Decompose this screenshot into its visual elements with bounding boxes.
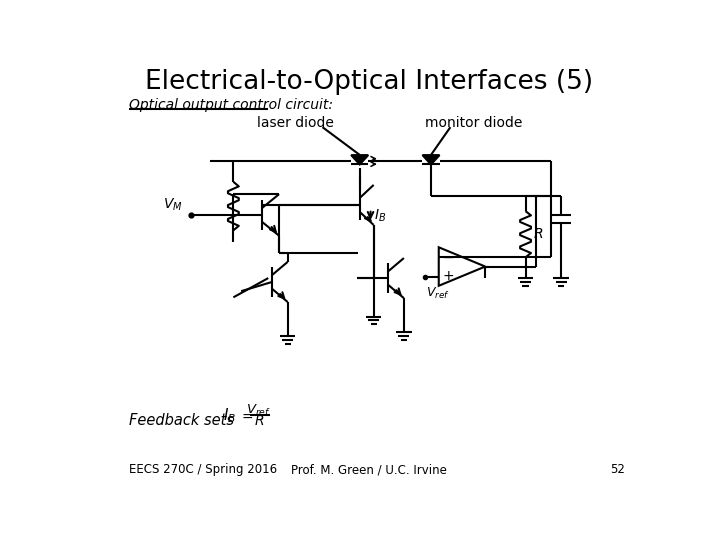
Text: Optical output control circuit:: Optical output control circuit:	[129, 98, 333, 112]
Text: EECS 270C / Spring 2016: EECS 270C / Spring 2016	[129, 463, 277, 476]
Text: monitor diode: monitor diode	[425, 116, 522, 130]
Polygon shape	[438, 247, 485, 286]
Text: laser diode: laser diode	[257, 116, 334, 130]
Text: $-$: $-$	[442, 251, 454, 264]
Text: $V_M$: $V_M$	[163, 196, 183, 213]
Text: $=$: $=$	[239, 409, 253, 423]
Text: 52: 52	[610, 463, 625, 476]
Text: Prof. M. Green / U.C. Irvine: Prof. M. Green / U.C. Irvine	[291, 463, 447, 476]
Text: $V_{ref}$: $V_{ref}$	[246, 403, 271, 418]
Text: Feedback sets: Feedback sets	[129, 413, 234, 428]
Text: $I_B$: $I_B$	[374, 207, 387, 224]
Text: $R$: $R$	[253, 414, 264, 428]
Text: $I_B$: $I_B$	[223, 407, 236, 426]
Text: Electrical-to-Optical Interfaces (5): Electrical-to-Optical Interfaces (5)	[145, 69, 593, 94]
Text: $+$: $+$	[442, 269, 454, 283]
Polygon shape	[351, 155, 368, 165]
Text: $V_{ref}$: $V_{ref}$	[426, 286, 450, 301]
Polygon shape	[423, 155, 439, 165]
Text: $R$: $R$	[534, 227, 544, 241]
